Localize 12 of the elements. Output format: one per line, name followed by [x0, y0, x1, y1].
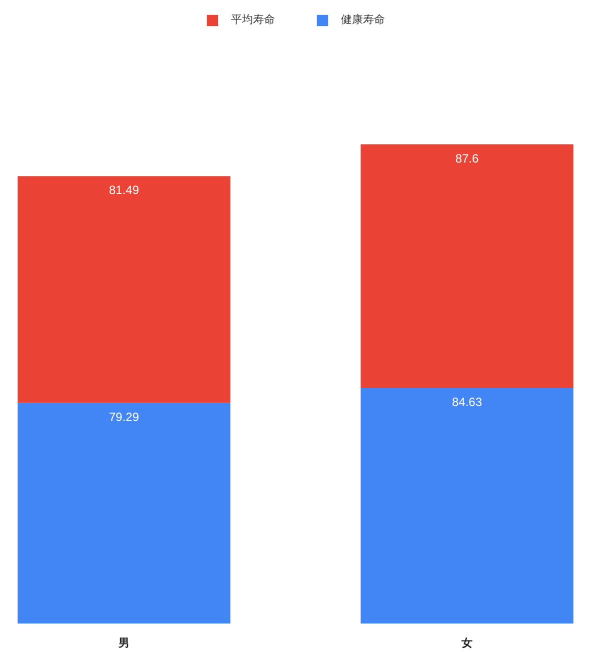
bar: [360, 388, 574, 624]
x-tick-label: 男: [117, 638, 130, 650]
x-tick-label: 女: [460, 636, 473, 650]
data-label: 81.49: [108, 183, 140, 198]
legend-label: 健康寿命: [341, 12, 385, 27]
data-label: 79.29: [108, 410, 140, 424]
bar: [18, 402, 230, 624]
data-label: 87.6: [455, 151, 480, 166]
bar: [360, 144, 574, 388]
bar: [18, 176, 230, 403]
data-label: 84.63: [452, 395, 482, 410]
legend-label: 平均寿命: [231, 13, 275, 27]
